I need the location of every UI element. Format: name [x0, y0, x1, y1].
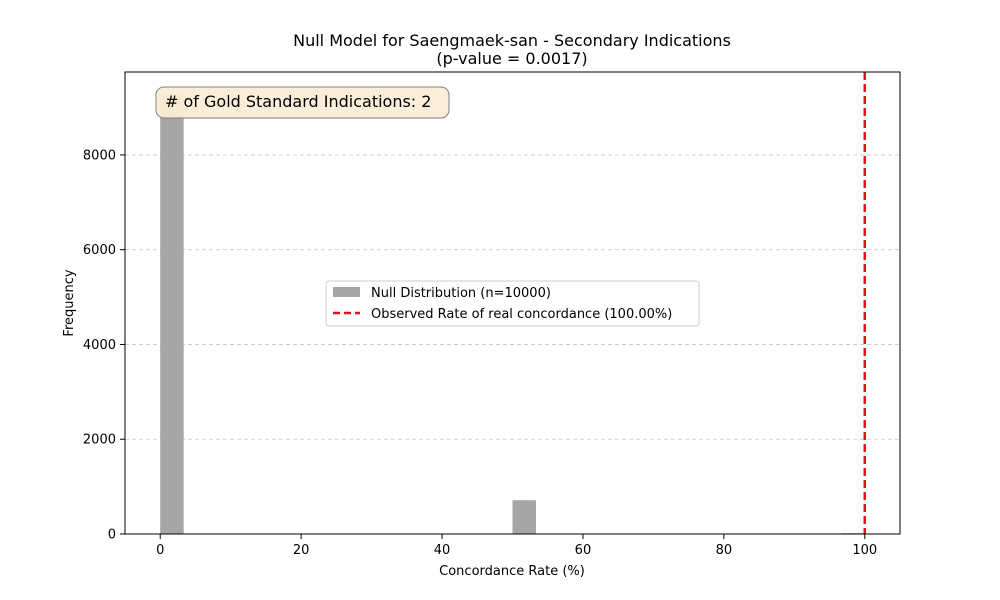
x-tick-label: 100 [852, 543, 877, 558]
histogram-bar [512, 500, 536, 534]
annotation-box: # of Gold Standard Indications: 2 [155, 86, 450, 119]
histogram-bar [160, 94, 184, 534]
y-tick-label: 0 [108, 528, 116, 543]
y-tick-label: 6000 [83, 243, 116, 258]
y-tick-label: 4000 [83, 338, 116, 353]
legend: Null Distribution (n=10000) Observed Rat… [325, 280, 700, 327]
y-tick-label: 8000 [83, 148, 116, 163]
x-tick-label: 60 [575, 543, 592, 558]
y-axis-label: Frequency [62, 269, 77, 336]
x-tick-label: 80 [716, 543, 733, 558]
x-tick-label: 40 [434, 543, 451, 558]
chart-subtitle: (p-value = 0.0017) [436, 49, 587, 68]
grid-lines [125, 154, 900, 440]
x-tick-label: 0 [156, 543, 164, 558]
annotation-background [155, 86, 450, 119]
legend-label-observed: Observed Rate of real concordance (100.0… [371, 307, 672, 322]
plot-frame [124, 71, 901, 535]
legend-frame [325, 280, 700, 327]
chart-title: Null Model for Saengmaek-san - Secondary… [293, 31, 731, 50]
x-axis-label: Concordance Rate (%) [439, 564, 585, 579]
y-axis-ticks: 0 2000 4000 6000 8000 [83, 148, 125, 543]
legend-patch-null [333, 287, 360, 297]
x-axis-ticks: 0 20 40 60 80 100 [156, 534, 877, 558]
x-tick-label: 20 [293, 543, 310, 558]
legend-label-null: Null Distribution (n=10000) [371, 286, 551, 301]
y-tick-label: 2000 [83, 433, 116, 448]
annotation-text: # of Gold Standard Indications: 2 [165, 92, 431, 111]
histogram-bars [160, 94, 865, 534]
